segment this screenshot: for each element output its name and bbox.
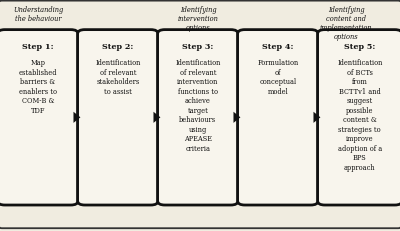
Text: Step 4:: Step 4: — [262, 43, 294, 51]
FancyBboxPatch shape — [0, 2, 400, 228]
Text: Formulation
of
conceptual
model: Formulation of conceptual model — [257, 59, 298, 95]
FancyBboxPatch shape — [0, 30, 78, 205]
Text: Identifying
intervention
options: Identifying intervention options — [178, 6, 218, 32]
FancyBboxPatch shape — [78, 30, 158, 205]
FancyBboxPatch shape — [238, 30, 318, 205]
Text: Step 5:: Step 5: — [344, 43, 376, 51]
Text: Step 2:: Step 2: — [102, 43, 134, 51]
FancyBboxPatch shape — [158, 30, 238, 205]
Text: Identifying
content and
implementation
options: Identifying content and implementation o… — [320, 6, 372, 41]
Text: Map
established
barriers &
enablers to
COM-B &
TDF: Map established barriers & enablers to C… — [18, 59, 57, 114]
Text: Step 1:: Step 1: — [22, 43, 54, 51]
Text: Identification
of relevant
stakeholders
to assist: Identification of relevant stakeholders … — [95, 59, 140, 95]
Text: Identification
of relevant
intervention
functions to
achieve
target
behaviours
u: Identification of relevant intervention … — [175, 59, 220, 152]
Text: Identification
of BCTs
from
BCTTv1 and
suggest
possible
content &
strategies to
: Identification of BCTs from BCTTv1 and s… — [337, 59, 382, 171]
Text: Step 3:: Step 3: — [182, 43, 214, 51]
FancyBboxPatch shape — [318, 30, 400, 205]
Text: Understanding
the behaviour: Understanding the behaviour — [13, 6, 63, 23]
